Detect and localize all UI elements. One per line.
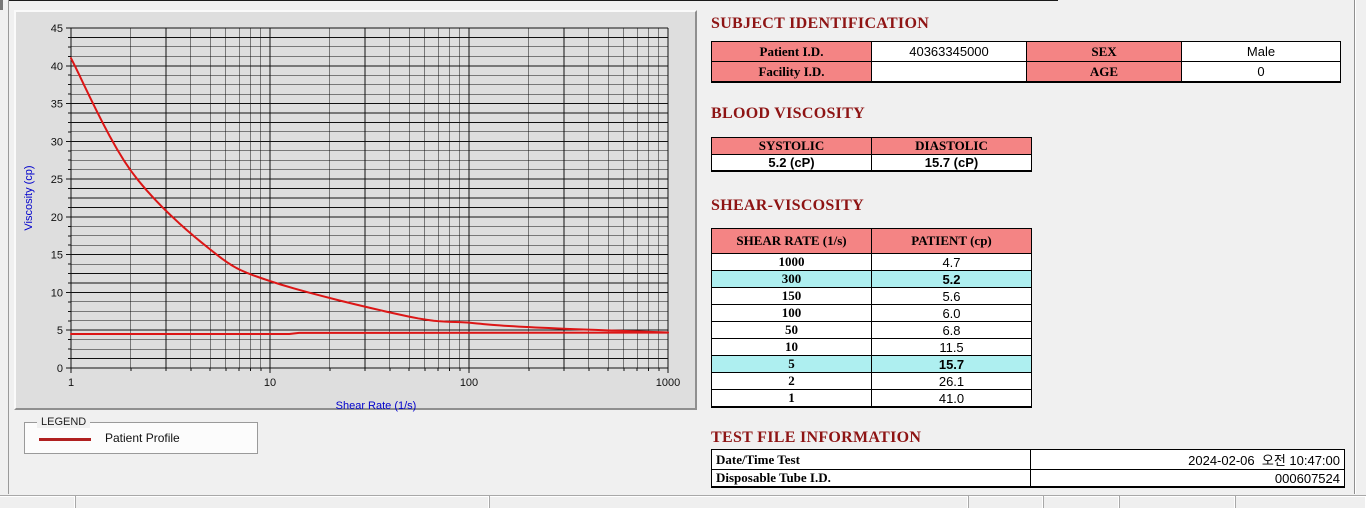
table-row: Date/Time Test 2024-02-06 오전 10:47:00 — [711, 449, 1345, 470]
status-panel[interactable] — [489, 496, 969, 508]
status-panel[interactable] — [1120, 496, 1236, 508]
shear-rate-header: SHEAR RATE (1/s) — [711, 228, 872, 254]
chart-legend: LEGEND Patient Profile — [24, 416, 258, 454]
test-file-information-table: Date/Time Test 2024-02-06 오전 10:47:00 Di… — [711, 449, 1345, 488]
shear-rate-cell: 300 — [711, 270, 872, 288]
x-axis-title: Shear Rate (1/s) — [335, 400, 417, 412]
patient-cp-cell: 5.2 — [871, 270, 1032, 288]
table-row: 100 6.0 — [711, 304, 1032, 322]
svg-text:15: 15 — [51, 250, 63, 262]
shear-rate-cell: 1 — [711, 389, 872, 408]
shear-rate-cell: 1000 — [711, 253, 872, 271]
svg-text:0: 0 — [57, 363, 63, 375]
table-row: 150 5.6 — [711, 287, 1032, 305]
disposable-tube-id-value: 000607524 — [1030, 469, 1345, 488]
table-row: SYSTOLIC DIASTOLIC — [711, 137, 1032, 155]
status-panel[interactable] — [75, 496, 490, 508]
disposable-tube-id-label: Disposable Tube I.D. — [711, 469, 1031, 488]
blood-viscosity-table: SYSTOLIC DIASTOLIC 5.2 (cP) 15.7 (cP) — [711, 137, 1032, 172]
right-divider-highlight — [1355, 0, 1356, 494]
patient-cp-header: PATIENT (cp) — [871, 228, 1032, 254]
status-panel[interactable] — [1235, 496, 1366, 508]
table-row: Facility I.D. AGE 0 — [711, 61, 1341, 83]
age-label: AGE — [1026, 61, 1182, 83]
table-row: 1000 4.7 — [711, 253, 1032, 271]
table-row: Patient I.D. 40363345000 SEX Male — [711, 41, 1341, 62]
date-time-test-value: 2024-02-06 오전 10:47:00 — [1030, 449, 1345, 470]
svg-text:100: 100 — [460, 377, 478, 389]
patient-cp-cell: 41.0 — [871, 389, 1032, 408]
svg-text:45: 45 — [51, 23, 63, 35]
patient-id-value: 40363345000 — [871, 41, 1027, 62]
shear-rate-cell: 2 — [711, 372, 872, 390]
shear-rate-cell: 150 — [711, 287, 872, 305]
table-row: 10 11.5 — [711, 338, 1032, 356]
shear-rate-cell: 10 — [711, 338, 872, 356]
svg-text:35: 35 — [51, 99, 63, 111]
blood-viscosity-title: BLOOD VISCOSITY — [711, 105, 866, 122]
patient-cp-cell: 5.6 — [871, 287, 1032, 305]
patient-cp-cell: 26.1 — [871, 372, 1032, 390]
status-bar — [0, 495, 1366, 508]
shear-viscosity-table: SHEAR RATE (1/s) PATIENT (cp) 1000 4.7 3… — [711, 228, 1032, 408]
svg-text:10: 10 — [51, 287, 63, 299]
status-panel[interactable] — [0, 496, 76, 508]
table-row: 2 26.1 — [711, 372, 1032, 390]
shear-rate-cell: 50 — [711, 321, 872, 339]
facility-id-value — [871, 61, 1027, 83]
patient-cp-cell: 15.7 — [871, 355, 1032, 373]
patient-cp-cell: 11.5 — [871, 338, 1032, 356]
table-row-highlighted: 5 15.7 — [711, 355, 1032, 373]
svg-text:10: 10 — [264, 377, 276, 389]
table-row: Disposable Tube I.D. 000607524 — [711, 469, 1345, 488]
subject-identification-title: SUBJECT IDENTIFICATION — [711, 15, 930, 32]
patient-id-label: Patient I.D. — [711, 41, 872, 62]
svg-text:5: 5 — [57, 325, 63, 337]
systolic-value: 5.2 (cP) — [711, 154, 872, 172]
legend-line-sample — [39, 438, 91, 441]
table-row: 5.2 (cP) 15.7 (cP) — [711, 154, 1032, 172]
legend-title: LEGEND — [37, 416, 91, 428]
legend-series-label: Patient Profile — [105, 431, 180, 445]
table-row: 50 6.8 — [711, 321, 1032, 339]
patient-cp-cell: 4.7 — [871, 253, 1032, 271]
sex-value: Male — [1181, 41, 1341, 62]
table-row-highlighted: 300 5.2 — [711, 270, 1032, 288]
sex-label: SEX — [1026, 41, 1182, 62]
y-axis-title: Viscosity (cp) — [23, 165, 35, 231]
shear-rate-cell: 5 — [711, 355, 872, 373]
date-time-test-label: Date/Time Test — [711, 449, 1031, 470]
patient-cp-cell: 6.0 — [871, 304, 1032, 322]
status-panel[interactable] — [968, 496, 1045, 508]
svg-text:40: 40 — [51, 61, 63, 73]
table-row: SHEAR RATE (1/s) PATIENT (cp) — [711, 228, 1032, 254]
shear-rate-cell: 100 — [711, 304, 872, 322]
top-border-line — [8, 0, 1058, 1]
left-border-line — [8, 0, 9, 494]
table-row: 1 41.0 — [711, 389, 1032, 408]
svg-text:1000: 1000 — [656, 377, 680, 389]
viscosity-chart-panel: 0 5 10 15 20 25 30 35 40 45 1 10 100 1000 Shear Rate … — [14, 10, 697, 412]
diastolic-value: 15.7 (cP) — [871, 154, 1032, 172]
test-file-information-title: TEST FILE INFORMATION — [711, 429, 922, 446]
corner-mark — [0, 0, 3, 10]
right-divider — [1354, 0, 1355, 494]
svg-text:20: 20 — [51, 212, 63, 224]
facility-id-label: Facility I.D. — [711, 61, 872, 83]
svg-text:1: 1 — [68, 377, 74, 389]
systolic-header: SYSTOLIC — [711, 137, 872, 155]
subject-identification-table: Patient I.D. 40363345000 SEX Male Facili… — [711, 41, 1341, 83]
patient-cp-cell: 6.8 — [871, 321, 1032, 339]
svg-text:30: 30 — [51, 136, 63, 148]
shear-viscosity-title: SHEAR-VISCOSITY — [711, 197, 864, 214]
diastolic-header: DIASTOLIC — [871, 137, 1032, 155]
viscosity-chart-svg: 0 5 10 15 20 25 30 35 40 45 1 10 100 1000 — [51, 23, 680, 389]
svg-text:25: 25 — [51, 174, 63, 186]
age-value: 0 — [1181, 61, 1341, 83]
status-panel[interactable] — [1044, 496, 1121, 508]
